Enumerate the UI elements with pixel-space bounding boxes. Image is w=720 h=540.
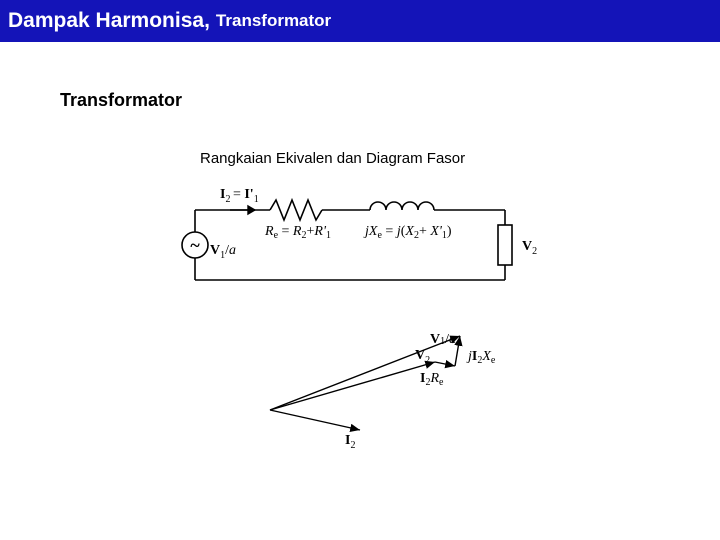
- header-title-sub: Transformator: [216, 11, 331, 31]
- phasor-v1a-label: V1/a: [430, 332, 456, 348]
- phasor-v2-label: V2: [415, 348, 430, 366]
- ac-source-symbol: ~: [190, 235, 200, 255]
- vout-label: V2: [522, 239, 537, 257]
- section-title: Transformator: [60, 90, 182, 111]
- current-label: I2 = I'1: [220, 187, 259, 205]
- vin-label: V1/a: [210, 243, 236, 261]
- phasor-i2re-label: I2Re: [420, 371, 444, 388]
- header-bar: Dampak Harmonisa, Transformator: [0, 0, 720, 42]
- phasor-i2-label: I2: [345, 433, 355, 450]
- subtitle: Rangkaian Ekivalen dan Diagram Fasor: [200, 150, 465, 167]
- header-title-main: Dampak Harmonisa,: [8, 9, 210, 33]
- circuit-diagram: ~ I2 = I'1 Re = R2+R'1 jXe = j(X2+ X'1) …: [160, 180, 560, 310]
- phasor-ji2xe-label: jI2Xe: [466, 349, 496, 366]
- phasor-diagram: V1/a V2 I2 I2Re jI2Xe: [250, 330, 550, 450]
- re-label: Re = R2+R'1: [264, 224, 331, 241]
- xe-label: jXe = j(X2+ X'1): [363, 224, 452, 241]
